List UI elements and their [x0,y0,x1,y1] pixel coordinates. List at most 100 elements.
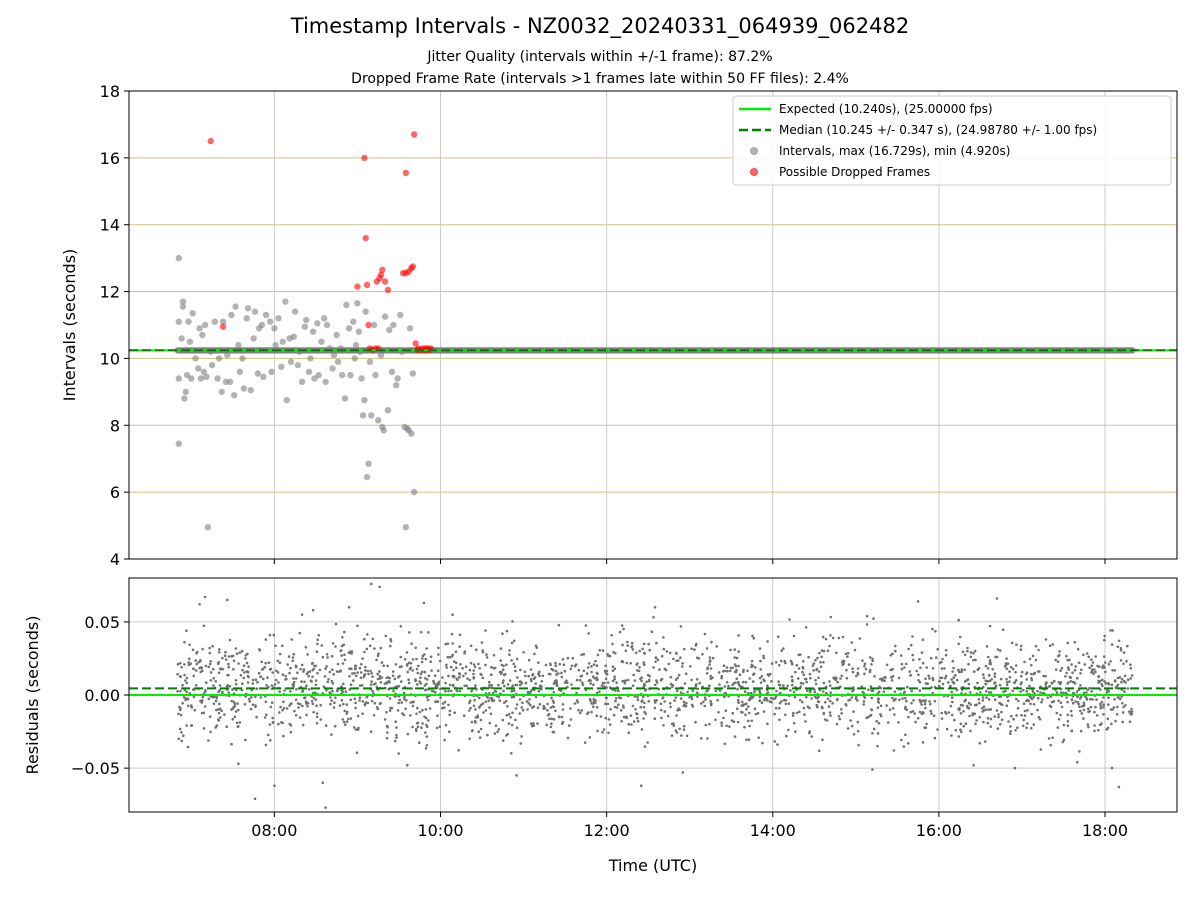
residual-point [697,657,701,660]
residual-point [827,705,831,708]
residual-point [1102,655,1106,658]
residual-point [299,667,302,671]
residual-point [510,723,514,727]
residual-point [403,697,406,701]
residual-point [459,663,462,666]
residual-point [407,678,410,681]
residual-point [237,762,240,765]
residual-point [270,701,274,704]
residual-point [281,721,285,725]
residual-point [372,714,376,717]
residual-point [588,678,592,682]
interval-point [366,358,374,365]
residual-point [822,649,826,653]
residual-point [972,763,975,767]
residual-point [747,738,751,741]
residual-point [254,704,257,707]
residual-point [324,667,327,670]
residual-point [620,719,623,723]
residual-point [944,649,948,652]
residual-point [893,690,897,694]
residual-point [191,648,195,652]
residual-point [653,706,657,710]
residual-point [789,689,792,692]
residual-point [1060,666,1064,670]
residual-point [672,724,676,727]
residual-point [639,784,643,787]
residual-point [472,669,476,672]
residual-point [1090,690,1093,693]
residual-point [1042,674,1045,678]
residual-point [499,659,503,662]
residual-point [217,671,221,675]
residual-point [910,701,913,705]
residual-point [214,680,217,683]
residual-point [452,660,456,663]
residual-point [984,682,988,686]
residual-point [1112,706,1116,709]
residual-point [341,718,345,721]
residual-point [850,641,854,644]
residual-point [704,723,708,727]
residual-point [631,684,635,687]
residual-point [805,680,808,684]
chart-subtitle-dropped: Dropped Frame Rate (intervals >1 frames … [351,71,849,87]
residual-point [415,657,418,661]
residual-point [907,742,910,745]
residual-point [938,661,942,665]
residual-point [828,699,832,703]
residual-point [502,673,506,676]
residual-point [477,696,481,700]
residual-point [918,698,921,702]
residual-point [1123,690,1126,693]
residual-point [184,698,187,702]
residual-point [353,697,357,701]
residual-point [978,715,981,719]
interval-point [208,361,216,369]
residual-point [217,711,221,715]
residual-point [192,674,196,678]
residual-point [216,662,220,666]
residual-point [1031,690,1035,694]
interval-point [271,325,278,332]
residual-point [583,741,587,744]
residual-point [924,682,928,685]
residual-point [1130,707,1133,711]
residual-point [773,712,776,716]
interval-point [359,412,367,419]
residual-point [661,696,665,699]
residual-point [563,669,567,673]
residual-point [642,717,645,720]
residual-point [264,638,268,641]
residual-point [1050,700,1054,704]
residual-point [1005,678,1008,681]
residual-point [758,691,762,695]
residual-point [720,675,724,678]
interval-point [381,313,389,320]
residual-point [918,658,921,661]
residual-point [321,781,325,785]
residual-point [420,670,424,674]
legend-intervals-swatch [750,147,758,155]
residual-point [334,645,337,648]
residual-point [858,637,862,640]
residual-point [235,652,239,655]
residual-point [653,717,657,720]
residual-point [737,682,741,686]
residual-point [806,705,810,708]
residual-point [269,739,272,742]
residual-point [963,668,966,672]
residual-point [401,712,404,715]
residual-point [801,700,804,704]
residual-point [1015,643,1018,646]
residual-point [444,681,447,685]
residual-point [315,715,319,719]
residual-point [850,696,854,699]
residual-point [566,736,570,740]
residual-point [263,716,267,719]
residual-point [929,709,932,713]
residual-point [976,681,979,685]
residual-point [753,707,757,711]
residual-point [477,662,480,666]
residual-point [1128,720,1132,723]
